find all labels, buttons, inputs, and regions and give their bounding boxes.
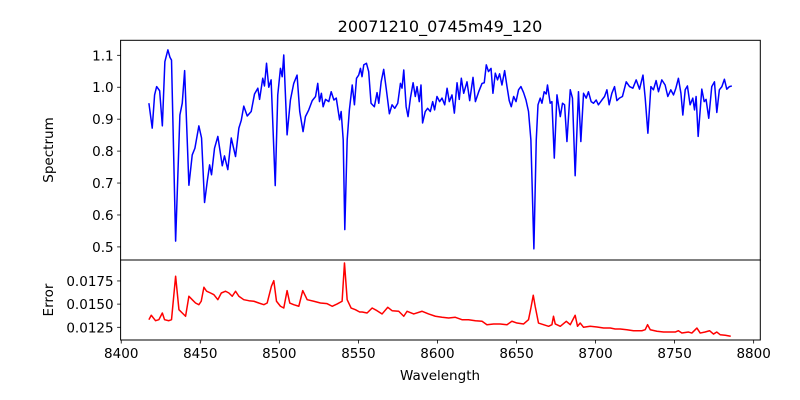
x-tick-label: 8800 — [736, 346, 770, 362]
y-tick-label: 0.5 — [92, 240, 113, 256]
y-axis-label-spectrum: Spectrum — [41, 117, 57, 182]
y-axis-label-error: Error — [41, 283, 57, 316]
error-axes: 0.0125 0.0150 0.0175 8400 8450 8500 8550 8600 86… — [66, 259, 771, 362]
y-tick-label: 0.0125 — [66, 320, 113, 336]
error-line — [148, 262, 731, 338]
y-tick-label: 0.6 — [92, 208, 113, 224]
y-tick-label: 1.1 — [92, 48, 113, 64]
axes-frame — [120, 259, 761, 341]
x-axis-label: Wavelength — [400, 368, 480, 384]
x-tick-label: 8750 — [657, 346, 691, 362]
x-tick-label: 8600 — [420, 346, 454, 362]
x-tick-label: 8700 — [578, 346, 612, 362]
x-tick-label: 8550 — [341, 346, 375, 362]
y-tick-label: 0.8 — [92, 144, 113, 160]
x-tick-label: 8650 — [499, 346, 533, 362]
x-tick-label: 8500 — [262, 346, 296, 362]
chart-title: 20071210_0745m49_120 — [338, 17, 543, 37]
y-tick-label: 0.0150 — [66, 297, 113, 313]
y-tick-label: 1.0 — [92, 80, 113, 96]
x-tick-label: 8400 — [104, 346, 138, 362]
y-tick-label: 0.0175 — [66, 274, 113, 290]
y-tick-label: 0.7 — [92, 176, 113, 192]
spectrum-line — [148, 49, 733, 250]
x-tick-label: 8450 — [183, 346, 217, 362]
y-tick-label: 0.9 — [92, 112, 113, 128]
